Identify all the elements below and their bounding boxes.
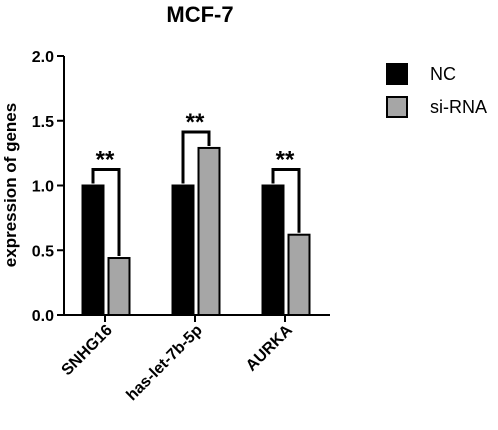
- significance-bracket: [91, 168, 121, 257]
- y-axis-title: expression of genes: [1, 103, 20, 267]
- legend-swatch-si-rna: [386, 96, 408, 118]
- bar-nc-0: [81, 184, 105, 316]
- bar-si-rna-2: [287, 233, 311, 317]
- significance-label: **: [186, 109, 205, 136]
- bar-si-rna-0: [107, 257, 131, 316]
- legend-label-nc: NC: [430, 64, 456, 84]
- y-tick-label: 1.5: [32, 114, 54, 131]
- bar-si-rna-1: [197, 146, 221, 316]
- significance-label: **: [96, 147, 115, 174]
- bar-nc-2: [261, 184, 285, 316]
- y-tick-label: 2.0: [32, 49, 54, 66]
- y-tick-label: 0.0: [32, 308, 54, 325]
- significance-bracket: [271, 168, 301, 233]
- plot-area: 0.0 0.5 1.0 1.5 2.0 SNHG16 ** has-let-7b-5p ** AU…: [32, 49, 330, 404]
- significance-bracket: [181, 130, 211, 184]
- x-tick-label: AURKA: [243, 321, 296, 374]
- chart-title: MCF-7: [166, 2, 233, 27]
- bar-nc-1: [171, 184, 195, 316]
- significance-label: **: [276, 147, 295, 174]
- legend: NC si-RNA: [386, 63, 487, 118]
- x-tick-label: SNHG16: [59, 322, 116, 379]
- legend-label-si-rna: si-RNA: [430, 97, 487, 117]
- x-tick-label: has-let-7b-5p: [123, 322, 206, 405]
- legend-swatch-nc: [386, 63, 408, 85]
- y-tick-label: 0.5: [32, 243, 54, 260]
- y-tick-label: 1.0: [32, 179, 54, 196]
